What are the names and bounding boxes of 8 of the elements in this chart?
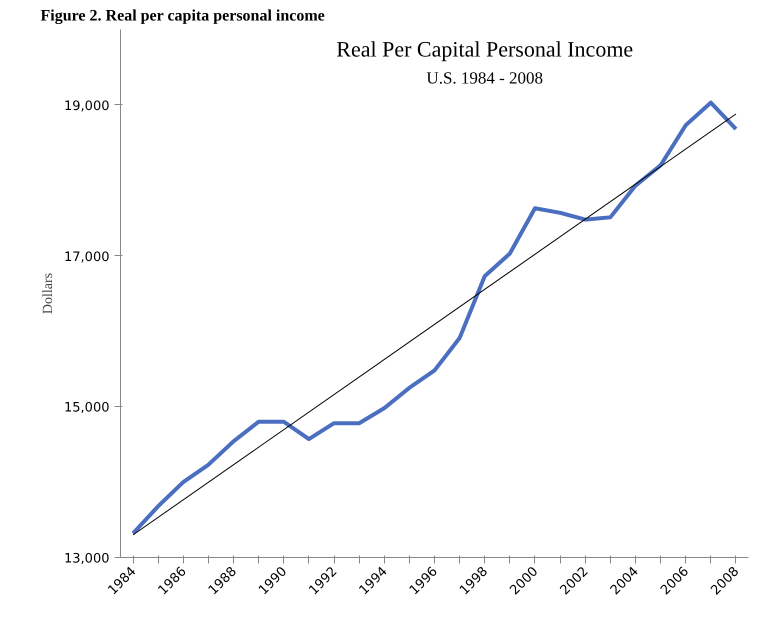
chart-subtitle: Real Per Capital Personal Income	[336, 36, 634, 62]
chart-title: Figure 2. Real per capita personal income	[40, 8, 325, 24]
y-tick-label: 17,000	[64, 250, 110, 265]
annotation: U.S. 1984 - 2008	[426, 68, 544, 88]
y-tick-label: 15,000	[64, 400, 110, 416]
y-axis-title: Dollars	[41, 272, 56, 314]
y-tick-label: 19,000	[64, 98, 110, 114]
y-tick-label: 13,000	[64, 552, 110, 566]
